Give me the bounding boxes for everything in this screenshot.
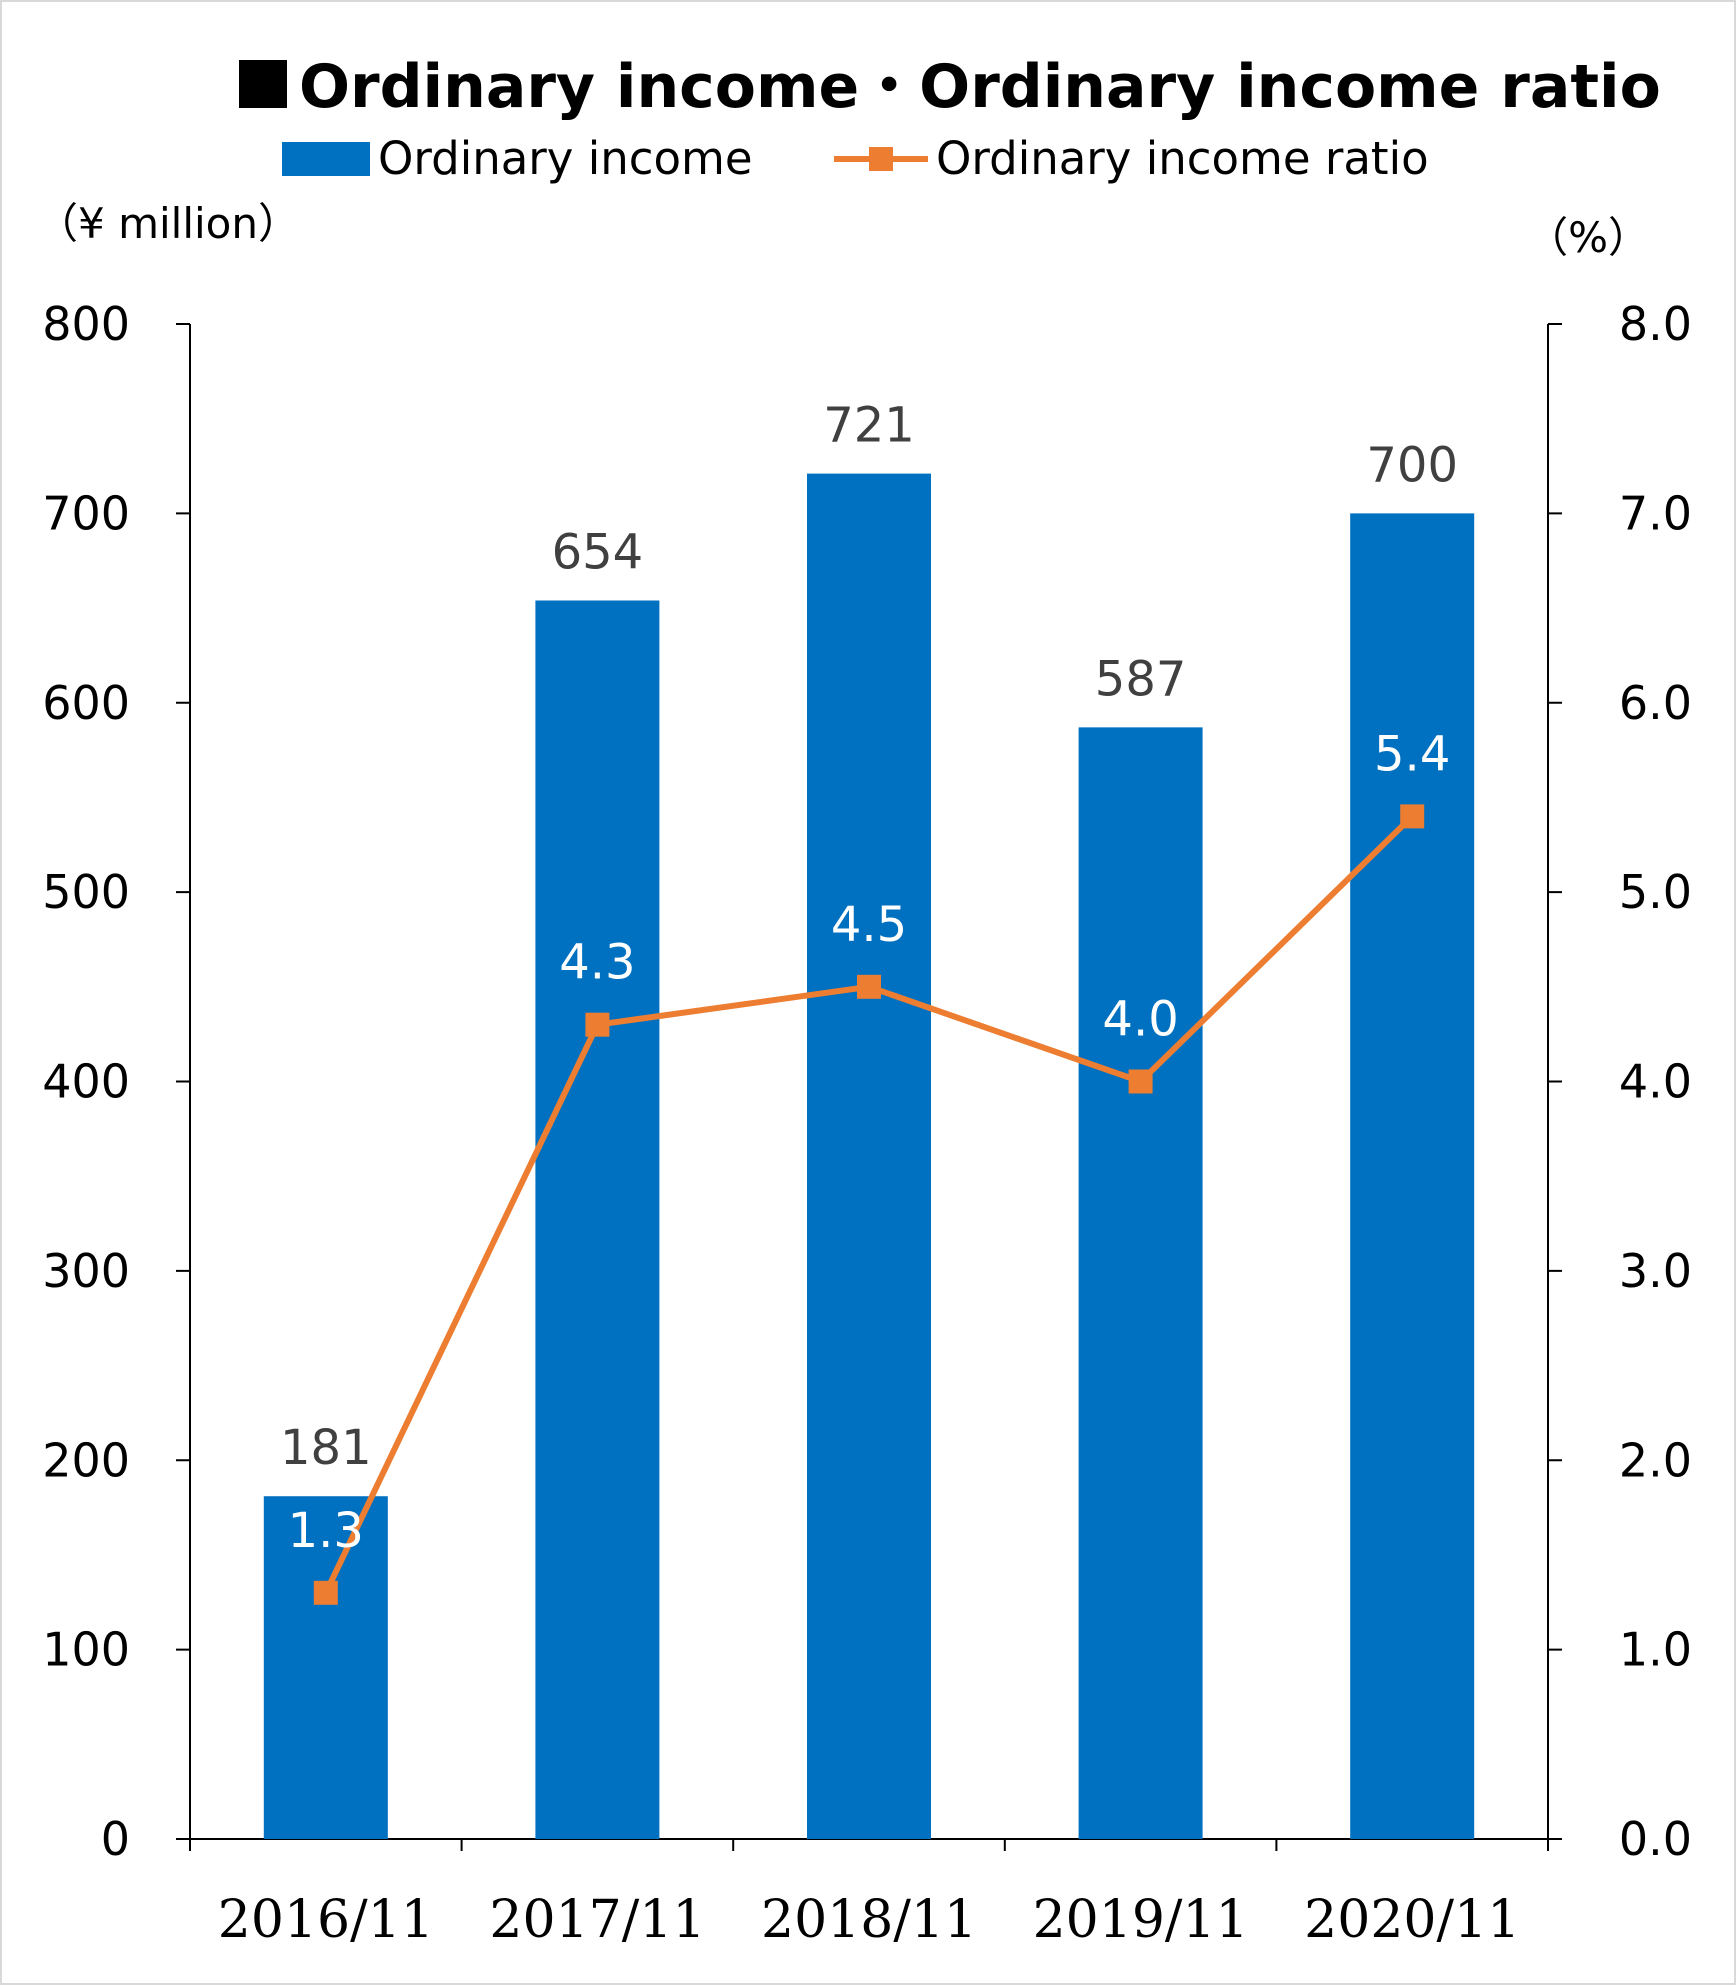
category-label: 2017/11 bbox=[489, 1890, 705, 1950]
right-axis-unit-label: （%） bbox=[1526, 213, 1650, 262]
legend-swatch-ordinary-income bbox=[282, 142, 370, 176]
bar-value-label: 587 bbox=[1095, 651, 1187, 707]
ratio-value-label: 5.4 bbox=[1374, 726, 1450, 782]
bar-value-label: 721 bbox=[823, 398, 915, 454]
ratio-value-label: 4.0 bbox=[1102, 992, 1178, 1048]
ratio-point-2016-11 bbox=[313, 1580, 338, 1605]
bar-2016-11 bbox=[263, 1496, 388, 1839]
right-y-tick-label: 5.0 bbox=[1619, 865, 1692, 919]
left-y-tick-label: 0 bbox=[101, 1812, 130, 1866]
left-y-tick-label: 100 bbox=[42, 1623, 130, 1677]
bar-value-label: 700 bbox=[1366, 437, 1458, 493]
line-series bbox=[313, 804, 1425, 1605]
category-label: 2019/11 bbox=[1033, 1890, 1249, 1950]
ratio-value-label: 1.3 bbox=[288, 1503, 364, 1559]
bar-data-labels: 181 654 721 587 700 bbox=[280, 398, 1458, 1477]
ratio-point-2020-11 bbox=[1400, 804, 1425, 829]
left-y-tick-label: 400 bbox=[42, 1055, 130, 1109]
bar-2019-11 bbox=[1078, 727, 1203, 1839]
chart-legend: Ordinary income Ordinary income ratio bbox=[282, 132, 1429, 185]
ratio-point-2019-11 bbox=[1128, 1069, 1153, 1094]
right-y-tick-label: 3.0 bbox=[1619, 1244, 1692, 1298]
chart-title-group: Ordinary income・Ordinary income ratio bbox=[239, 52, 1661, 122]
category-label: 2016/11 bbox=[218, 1890, 434, 1950]
legend-label-ordinary-income-ratio: Ordinary income ratio bbox=[936, 132, 1429, 185]
left-y-tick-label: 600 bbox=[42, 676, 130, 730]
line-data-labels: 1.3 4.3 4.5 4.0 5.4 bbox=[288, 726, 1451, 1558]
legend-label-ordinary-income: Ordinary income bbox=[378, 132, 753, 185]
legend-marker-square-icon bbox=[869, 147, 893, 171]
right-y-tick-label: 2.0 bbox=[1619, 1433, 1692, 1487]
chart-axes: 0 100 200 300 400 500 600 700 800 0.0 1.0 2.0 3.0 4.0… bbox=[42, 297, 1692, 1866]
left-axis-unit-label: （¥ million） bbox=[36, 199, 300, 248]
bar-2018-11 bbox=[807, 473, 931, 1840]
bar-2020-11 bbox=[1350, 513, 1475, 1839]
left-y-tick-label: 700 bbox=[42, 486, 130, 540]
right-y-tick-label: 7.0 bbox=[1619, 486, 1692, 540]
bar-series bbox=[263, 473, 1475, 1840]
right-y-tick-label: 1.0 bbox=[1619, 1623, 1692, 1677]
left-y-tick-label: 200 bbox=[42, 1433, 130, 1487]
ratio-value-label: 4.3 bbox=[559, 935, 635, 991]
right-y-tick-label: 8.0 bbox=[1619, 297, 1692, 351]
right-y-tick-label: 6.0 bbox=[1619, 676, 1692, 730]
right-y-tick-label: 4.0 bbox=[1619, 1055, 1692, 1109]
bar-value-label: 654 bbox=[552, 524, 644, 580]
category-label: 2020/11 bbox=[1304, 1890, 1520, 1950]
category-label: 2018/11 bbox=[761, 1890, 977, 1950]
left-y-tick-label: 300 bbox=[42, 1244, 130, 1298]
category-axis-labels: 2016/11 2017/11 2018/11 2019/11 2020/11 bbox=[218, 1890, 1520, 1950]
ratio-value-label: 4.5 bbox=[831, 897, 907, 953]
bar-2017-11 bbox=[535, 600, 660, 1839]
left-y-tick-label: 500 bbox=[42, 865, 130, 919]
bar-value-label: 181 bbox=[280, 1420, 372, 1476]
ratio-point-2017-11 bbox=[585, 1012, 610, 1037]
ratio-point-2018-11 bbox=[857, 974, 881, 999]
chart-title: Ordinary income・Ordinary income ratio bbox=[299, 52, 1661, 122]
title-square-icon bbox=[239, 60, 287, 108]
left-y-tick-label: 800 bbox=[42, 297, 130, 351]
right-y-tick-label: 0.0 bbox=[1619, 1812, 1692, 1866]
